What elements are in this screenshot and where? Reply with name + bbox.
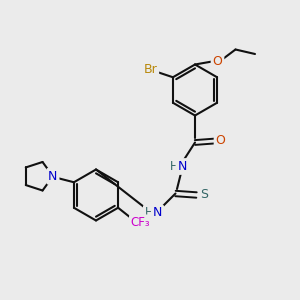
Text: CF₃: CF₃	[131, 216, 150, 229]
Text: H: H	[169, 160, 178, 173]
Text: O: O	[216, 134, 225, 148]
Text: H: H	[145, 206, 154, 220]
Text: Br: Br	[143, 63, 157, 76]
Text: N: N	[48, 170, 58, 183]
Text: S: S	[200, 188, 208, 202]
Text: O: O	[213, 55, 222, 68]
Text: N: N	[177, 160, 187, 173]
Text: N: N	[153, 206, 162, 220]
